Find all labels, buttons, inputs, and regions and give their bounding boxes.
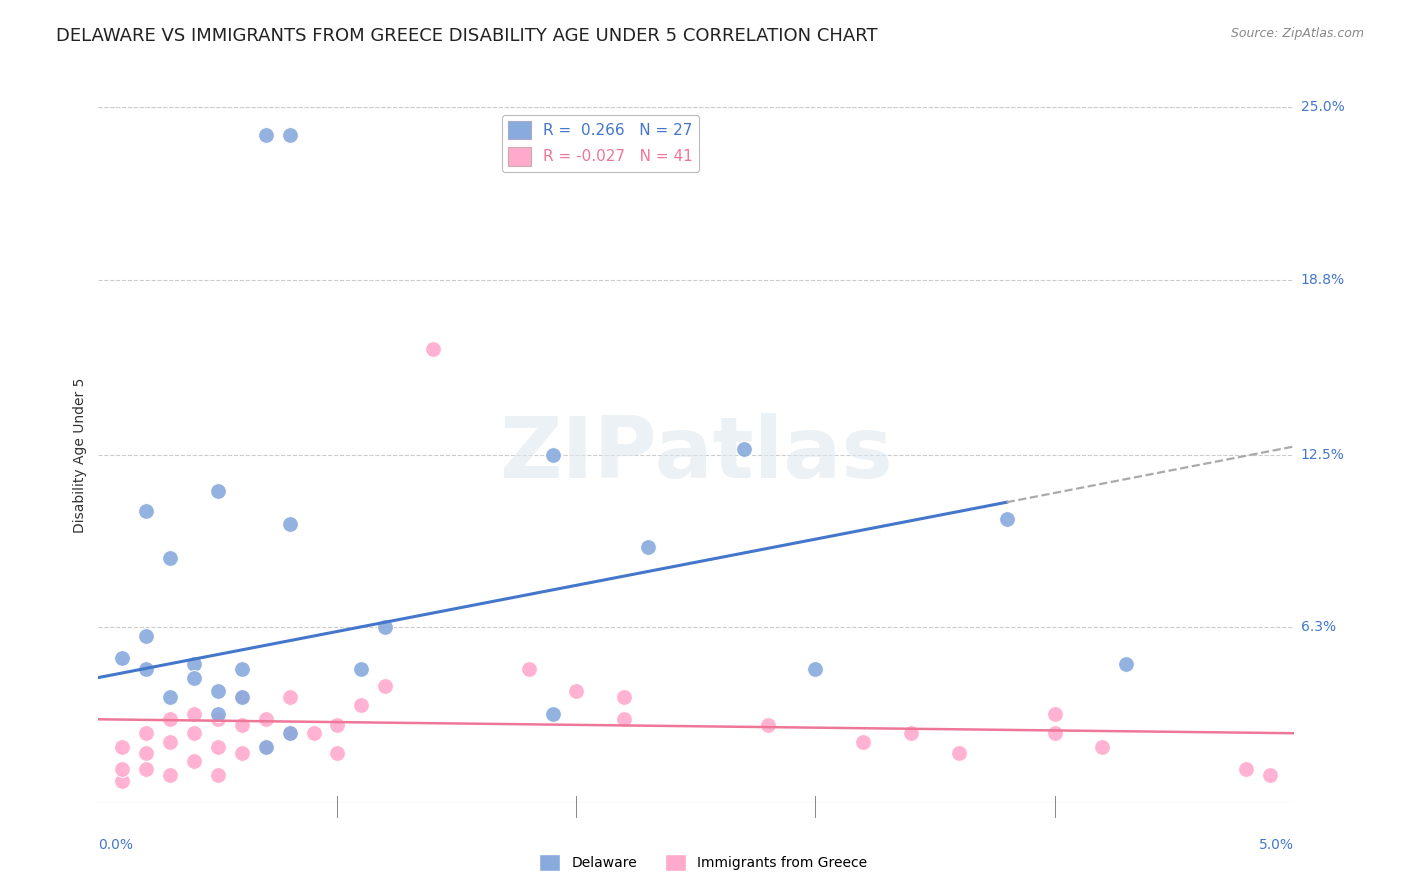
Point: [231, 718, 253, 732]
Text: ZIPatlas: ZIPatlas: [499, 413, 893, 497]
Point: [183, 657, 205, 671]
Point: [231, 662, 253, 676]
Point: [159, 550, 181, 565]
Point: [565, 684, 588, 698]
Point: [254, 712, 277, 726]
Point: [302, 726, 325, 740]
Point: [278, 726, 301, 740]
Point: [1091, 740, 1114, 755]
Point: [111, 763, 134, 777]
Point: [278, 726, 301, 740]
Point: [159, 768, 181, 782]
Point: [541, 448, 564, 462]
Point: [231, 746, 253, 760]
Point: [900, 726, 922, 740]
Point: [948, 746, 970, 760]
Point: [254, 740, 277, 755]
Point: [111, 740, 134, 755]
Legend: R =  0.266   N = 27, R = -0.027   N = 41: R = 0.266 N = 27, R = -0.027 N = 41: [502, 115, 699, 172]
Point: [159, 734, 181, 748]
Point: [422, 342, 444, 356]
Text: 18.8%: 18.8%: [1301, 273, 1344, 286]
Text: 25.0%: 25.0%: [1301, 100, 1344, 114]
Point: [613, 690, 636, 704]
Point: [326, 746, 349, 760]
Point: [135, 503, 157, 517]
Text: 12.5%: 12.5%: [1301, 448, 1344, 462]
Point: [995, 512, 1018, 526]
Point: [183, 754, 205, 768]
Point: [1234, 763, 1257, 777]
Point: [159, 690, 181, 704]
Point: [183, 671, 205, 685]
Point: [183, 726, 205, 740]
Text: 5.0%: 5.0%: [1258, 838, 1294, 853]
Point: [804, 662, 827, 676]
Point: [733, 442, 755, 457]
Point: [207, 740, 229, 755]
Point: [278, 690, 301, 704]
Text: 0.0%: 0.0%: [98, 838, 134, 853]
Point: [135, 746, 157, 760]
Point: [135, 629, 157, 643]
Point: [207, 484, 229, 499]
Point: [135, 662, 157, 676]
Point: [613, 712, 636, 726]
Point: [207, 768, 229, 782]
Point: [1043, 706, 1066, 721]
Point: [135, 763, 157, 777]
Point: [207, 712, 229, 726]
Point: [135, 726, 157, 740]
Point: [756, 718, 779, 732]
Point: [254, 128, 277, 142]
Point: [231, 690, 253, 704]
Point: [231, 690, 253, 704]
Point: [326, 718, 349, 732]
Legend: Delaware, Immigrants from Greece: Delaware, Immigrants from Greece: [534, 848, 872, 876]
Point: [111, 651, 134, 665]
Point: [374, 620, 396, 634]
Point: [159, 712, 181, 726]
Point: [1043, 726, 1066, 740]
Text: 6.3%: 6.3%: [1301, 621, 1336, 634]
Point: [278, 517, 301, 532]
Point: [254, 740, 277, 755]
Point: [183, 706, 205, 721]
Point: [374, 679, 396, 693]
Point: [517, 662, 540, 676]
Point: [350, 698, 373, 713]
Point: [207, 706, 229, 721]
Point: [350, 662, 373, 676]
Y-axis label: Disability Age Under 5: Disability Age Under 5: [73, 377, 87, 533]
Point: [541, 706, 564, 721]
Text: Source: ZipAtlas.com: Source: ZipAtlas.com: [1230, 27, 1364, 40]
Point: [278, 128, 301, 142]
Text: DELAWARE VS IMMIGRANTS FROM GREECE DISABILITY AGE UNDER 5 CORRELATION CHART: DELAWARE VS IMMIGRANTS FROM GREECE DISAB…: [56, 27, 877, 45]
Point: [1258, 768, 1281, 782]
Point: [852, 734, 875, 748]
Point: [207, 684, 229, 698]
Point: [111, 773, 134, 788]
Point: [637, 540, 659, 554]
Point: [1115, 657, 1137, 671]
